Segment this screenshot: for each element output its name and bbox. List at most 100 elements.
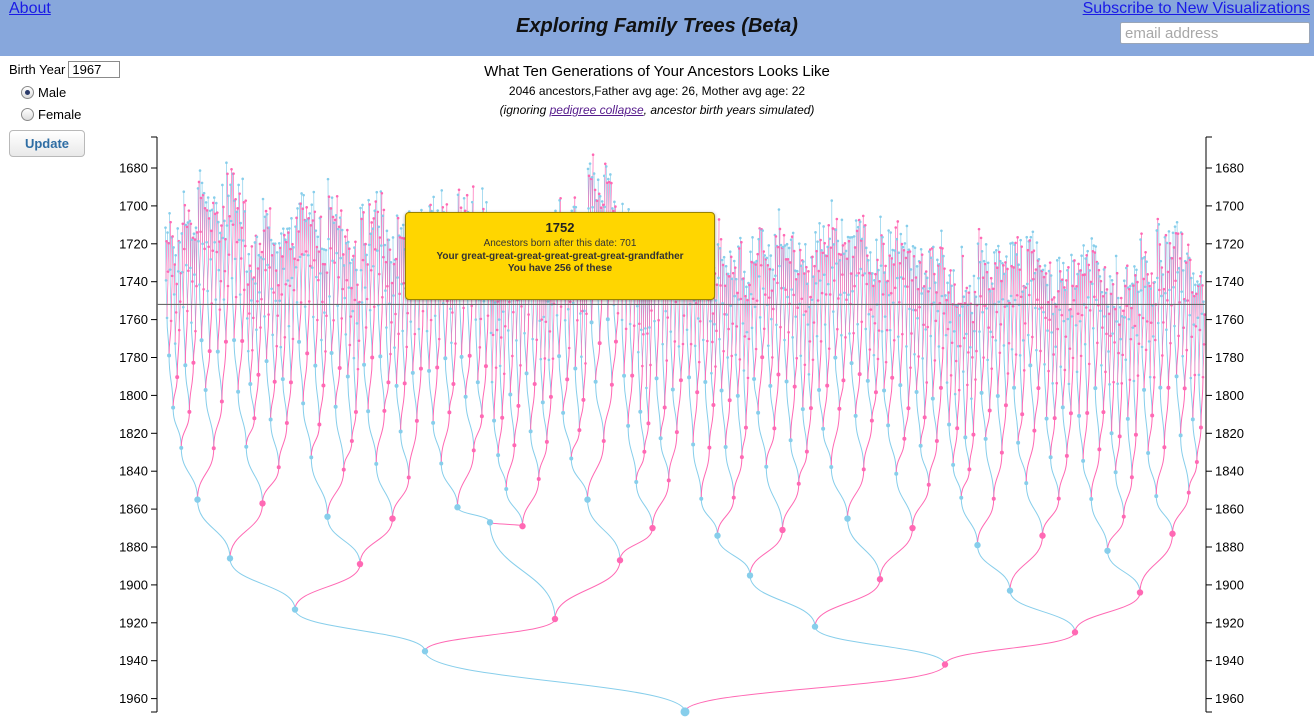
ancestor-node[interactable] <box>287 231 290 234</box>
ancestor-node[interactable] <box>988 289 992 293</box>
ancestor-node[interactable] <box>181 305 185 309</box>
ancestor-node[interactable] <box>824 293 828 296</box>
ancestor-node[interactable] <box>465 193 469 197</box>
ancestor-node[interactable] <box>331 215 335 219</box>
ancestor-node[interactable] <box>904 256 908 260</box>
ancestor-node[interactable] <box>260 250 264 254</box>
ancestor-node[interactable] <box>970 311 974 315</box>
ancestor-node[interactable] <box>597 192 601 196</box>
ancestor-node[interactable] <box>984 243 988 246</box>
ancestor-node[interactable] <box>1024 286 1028 289</box>
ancestor-node[interactable] <box>825 383 830 388</box>
ancestor-node[interactable] <box>223 339 228 344</box>
ancestor-node[interactable] <box>733 294 737 298</box>
ancestor-node[interactable] <box>474 318 478 321</box>
ancestor-node[interactable] <box>353 246 356 249</box>
ancestor-node[interactable] <box>790 235 794 239</box>
ancestor-node[interactable] <box>225 161 228 165</box>
ancestor-node[interactable] <box>985 270 989 274</box>
ancestor-node[interactable] <box>170 274 174 278</box>
ancestor-node[interactable] <box>543 357 547 360</box>
ancestor-node[interactable] <box>853 284 856 288</box>
ancestor-node[interactable] <box>1193 294 1196 298</box>
ancestor-node[interactable] <box>936 309 940 313</box>
ancestor-node[interactable] <box>1196 316 1200 320</box>
ancestor-node[interactable] <box>242 201 246 204</box>
ancestor-node[interactable] <box>573 196 577 199</box>
ancestor-node[interactable] <box>309 455 314 460</box>
ancestor-node[interactable] <box>254 282 257 285</box>
ancestor-node[interactable] <box>561 410 566 415</box>
ancestor-node[interactable] <box>540 400 545 405</box>
ancestor-node[interactable] <box>906 406 911 411</box>
ancestor-node[interactable] <box>212 196 216 199</box>
ancestor-node[interactable] <box>973 290 977 294</box>
ancestor-node[interactable] <box>456 193 460 197</box>
ancestor-node[interactable] <box>361 258 365 262</box>
ancestor-node[interactable] <box>801 259 804 262</box>
ancestor-node[interactable] <box>796 306 800 310</box>
ancestor-node[interactable] <box>328 295 331 298</box>
ancestor-node[interactable] <box>1142 277 1145 281</box>
ancestor-node[interactable] <box>1055 259 1059 262</box>
ancestor-node[interactable] <box>375 190 379 194</box>
ancestor-node[interactable] <box>730 354 734 358</box>
ancestor-node[interactable] <box>233 199 236 202</box>
ancestor-node[interactable] <box>174 253 177 257</box>
ancestor-node[interactable] <box>963 302 967 305</box>
ancestor-node[interactable] <box>867 312 871 316</box>
ancestor-node[interactable] <box>1056 496 1061 501</box>
ancestor-node[interactable] <box>1096 341 1099 345</box>
ancestor-node[interactable] <box>1010 264 1013 268</box>
ancestor-node[interactable] <box>1106 305 1110 308</box>
ancestor-node[interactable] <box>1111 332 1114 335</box>
ancestor-node[interactable] <box>999 323 1003 326</box>
ancestor-node[interactable] <box>183 203 187 207</box>
ancestor-node[interactable] <box>336 304 339 308</box>
ancestor-node[interactable] <box>1181 354 1184 358</box>
ancestor-node[interactable] <box>1020 245 1023 248</box>
ancestor-node[interactable] <box>1013 243 1016 247</box>
ancestor-node[interactable] <box>1063 368 1067 372</box>
ancestor-node[interactable] <box>1021 290 1024 293</box>
ancestor-node[interactable] <box>492 418 497 423</box>
ancestor-node[interactable] <box>862 225 866 228</box>
ancestor-node[interactable] <box>601 439 606 444</box>
ancestor-node[interactable] <box>548 394 553 399</box>
ancestor-node[interactable] <box>861 467 866 472</box>
ancestor-node[interactable] <box>925 381 929 384</box>
ancestor-node[interactable] <box>1105 288 1109 291</box>
ancestor-node[interactable] <box>471 448 476 453</box>
ancestor-node[interactable] <box>508 392 513 397</box>
ancestor-node[interactable] <box>319 272 322 275</box>
ancestor-node[interactable] <box>166 270 170 273</box>
ancestor-node[interactable] <box>620 318 624 322</box>
ancestor-node[interactable] <box>1177 266 1181 270</box>
ancestor-node[interactable] <box>1049 274 1053 277</box>
ancestor-node[interactable] <box>1157 223 1161 226</box>
ancestor-node[interactable] <box>778 264 781 268</box>
ancestor-node[interactable] <box>548 330 552 333</box>
ancestor-node[interactable] <box>864 327 868 331</box>
ancestor-node[interactable] <box>344 333 348 336</box>
ancestor-node[interactable] <box>745 330 749 334</box>
ancestor-node[interactable] <box>848 332 851 335</box>
ancestor-node[interactable] <box>479 317 483 321</box>
ancestor-node[interactable] <box>1153 338 1157 342</box>
ancestor-node[interactable] <box>894 471 899 476</box>
ancestor-node[interactable] <box>1195 292 1198 296</box>
ancestor-node[interactable] <box>1184 299 1188 302</box>
ancestor-node[interactable] <box>755 259 758 263</box>
ancestor-node[interactable] <box>272 379 277 384</box>
ancestor-node[interactable] <box>176 227 179 230</box>
ancestor-node[interactable] <box>746 298 749 302</box>
ancestor-node[interactable] <box>859 267 863 271</box>
ancestor-node[interactable] <box>321 262 325 266</box>
ancestor-node[interactable] <box>193 273 196 276</box>
ancestor-node[interactable] <box>188 219 192 223</box>
ancestor-node[interactable] <box>848 236 852 239</box>
ancestor-node[interactable] <box>689 342 693 346</box>
ancestor-node[interactable] <box>802 313 806 317</box>
ancestor-node[interactable] <box>278 246 282 250</box>
ancestor-node[interactable] <box>737 245 740 248</box>
